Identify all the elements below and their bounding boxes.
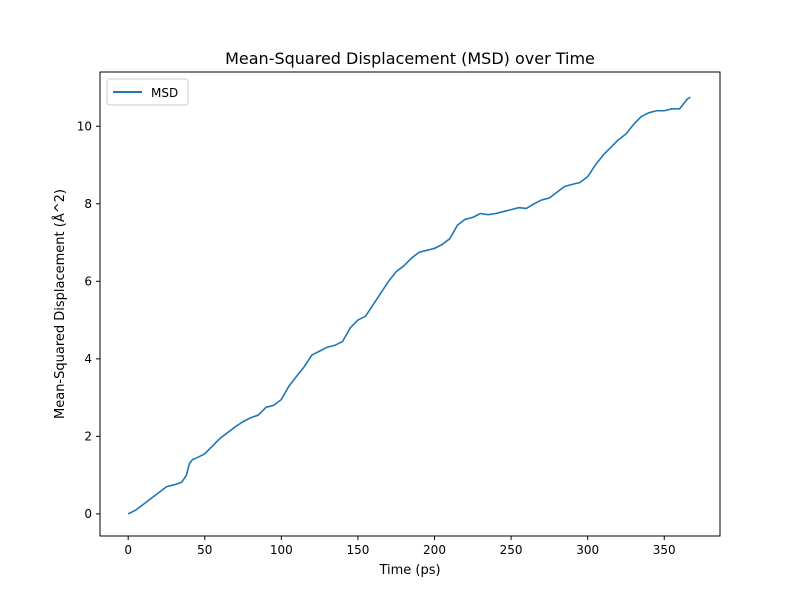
x-tick-label: 300 [576,543,599,557]
x-tick-label: 50 [197,543,212,557]
y-tick-label: 0 [84,507,92,521]
x-tick-label: 200 [423,543,446,557]
x-axis: 0 50 100 150 200 250 300 350 [124,536,676,557]
plot-area [99,71,721,537]
y-axis-label: Mean-Squared Displacement (Å^2) [52,189,68,419]
x-tick-label: 0 [124,543,132,557]
legend-label-msd: MSD [151,86,178,100]
x-tick-label: 150 [346,543,369,557]
y-tick-label: 2 [84,429,92,443]
x-tick-label: 350 [653,543,676,557]
y-axis: 0 2 4 6 8 10 [77,119,100,521]
y-tick-label: 6 [84,274,92,288]
series-layer [127,96,691,515]
series-line-msd [127,96,691,515]
legend-box [106,78,189,106]
x-tick-label: 250 [500,543,523,557]
chart-title: Mean-Squared Displacement (MSD) over Tim… [225,49,595,68]
x-axis-label: Time (ps) [378,563,440,578]
y-tick-label: 4 [84,352,92,366]
x-tick-label: 100 [270,543,293,557]
axes-frame [99,71,721,537]
y-tick-label: 10 [77,119,92,133]
legend: MSD [106,78,189,106]
y-tick-label: 8 [84,197,92,211]
